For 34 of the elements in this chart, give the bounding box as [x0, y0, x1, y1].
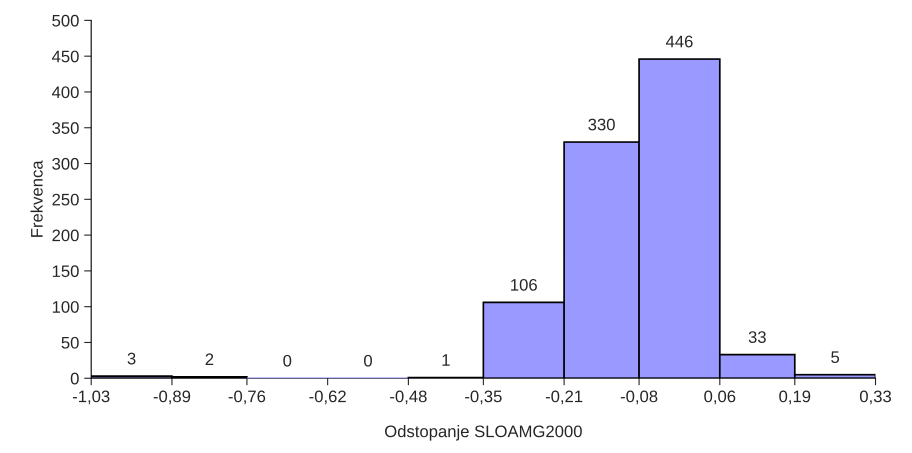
- data-label: 5: [831, 351, 840, 364]
- x-tick-label: -1,03: [72, 390, 110, 404]
- x-tick-label: -0,48: [390, 390, 427, 404]
- y-tick-label: 500: [52, 14, 79, 27]
- data-label: 2: [206, 353, 214, 366]
- data-label: 0: [364, 354, 372, 367]
- y-tick-label: 50: [62, 336, 79, 349]
- y-tick-label: 200: [52, 230, 79, 242]
- y-tick-label: 150: [52, 265, 79, 278]
- y-tick-label: 450: [52, 50, 79, 62]
- data-label: 330: [588, 118, 615, 130]
- y-tick-label: 400: [52, 86, 79, 98]
- data-label: 3: [128, 352, 136, 364]
- y-tick-label: 0: [70, 372, 79, 384]
- x-tick-label: -0,62: [309, 390, 346, 404]
- x-tick-label: -0,21: [546, 390, 582, 404]
- x-tick-label: -0,89: [154, 390, 190, 404]
- x-tick-label: 0,06: [704, 390, 736, 404]
- data-label: 1: [442, 354, 450, 366]
- x-axis-title: Odstopanje SLOAMG2000: [385, 425, 582, 441]
- data-label: 446: [666, 36, 693, 48]
- x-tick-label: -0,76: [228, 390, 266, 404]
- y-tick-label: 250: [52, 194, 79, 206]
- y-tick-label: 100: [52, 301, 79, 313]
- data-label: 33: [748, 331, 766, 344]
- y-tick-label: 300: [52, 158, 79, 170]
- y-axis-title: Frekvenca: [30, 160, 43, 237]
- data-label: 106: [511, 278, 537, 291]
- x-tick-label: -0,35: [465, 390, 502, 404]
- x-tick-label: 0,33: [860, 390, 892, 404]
- x-tick-label: 0,19: [779, 390, 810, 404]
- y-tick-label: 350: [52, 122, 79, 134]
- x-tick-label: -0,08: [620, 390, 658, 404]
- data-label: 0: [283, 354, 292, 367]
